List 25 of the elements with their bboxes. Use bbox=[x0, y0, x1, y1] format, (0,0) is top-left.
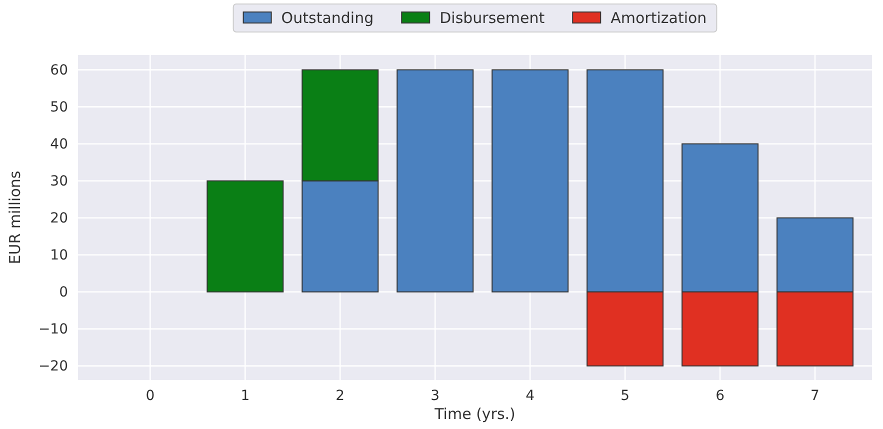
legend-label: Amortization bbox=[610, 9, 707, 27]
y-tick-label: 20 bbox=[50, 210, 68, 226]
y-tick-label: 0 bbox=[59, 284, 68, 300]
x-tick-label: 7 bbox=[810, 388, 820, 404]
x-axis-title: Time (yrs.) bbox=[434, 405, 516, 423]
x-tick-label: 3 bbox=[430, 388, 440, 404]
y-tick-label: −10 bbox=[38, 321, 68, 338]
y-tick-label: 30 bbox=[50, 173, 68, 190]
bar bbox=[492, 69, 569, 292]
x-tick-label: 5 bbox=[620, 388, 630, 404]
y-tick-label: 10 bbox=[50, 247, 68, 264]
x-tick-label: 0 bbox=[146, 388, 155, 404]
bar bbox=[396, 69, 474, 292]
y-tick-label: −20 bbox=[38, 358, 68, 374]
x-tick-label: 1 bbox=[240, 388, 250, 404]
x-tick-label: 2 bbox=[336, 388, 345, 404]
x-tick-label: 6 bbox=[716, 388, 725, 404]
bar bbox=[206, 180, 284, 292]
y-axis-title: EUR millions bbox=[6, 170, 24, 264]
legend-label: Outstanding bbox=[281, 9, 374, 27]
x-tick-label: 4 bbox=[526, 388, 535, 404]
legend-label: Disbursement bbox=[440, 9, 545, 27]
y-tick-label: 40 bbox=[50, 136, 68, 152]
y-tick-label: 60 bbox=[50, 62, 68, 78]
y-tick-label: 50 bbox=[50, 99, 68, 116]
